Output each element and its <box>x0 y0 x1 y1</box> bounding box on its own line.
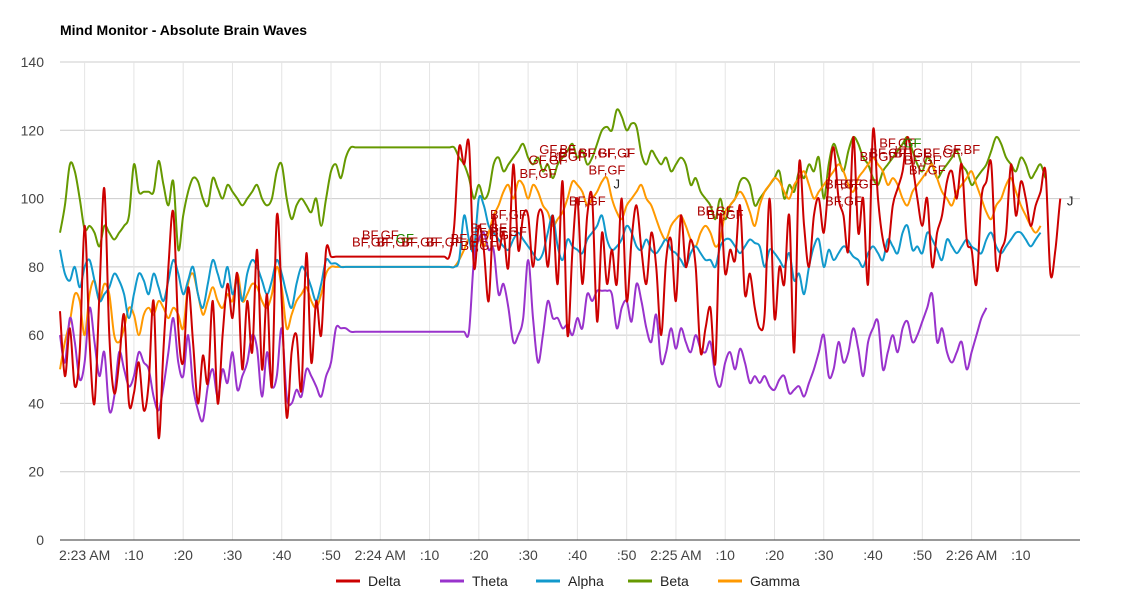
x-tick-label: :50 <box>321 547 341 563</box>
annotation-label: BF,GF <box>825 193 862 208</box>
legend-label-gamma: Gamma <box>750 573 800 589</box>
series-line-delta <box>59 127 1062 439</box>
annotation-label: GF,BF <box>943 142 980 157</box>
x-tick-label: :40 <box>568 547 588 563</box>
x-tick-label: :50 <box>913 547 933 563</box>
x-tick-label: 2:24 AM <box>355 547 406 563</box>
event-annotations: BF,GFBF,GFBF,GFGFBF,GFBF,GFBF,GFBF,GFBF,… <box>352 135 1073 252</box>
annotation-label: BF,GF <box>559 146 596 161</box>
y-tick-label: 60 <box>28 327 44 343</box>
legend: Delta Theta Alpha Beta Gamma <box>336 573 800 589</box>
annotation-label: BF,GF <box>490 207 527 222</box>
annotation-label: BF,GF <box>569 193 606 208</box>
y-tick-label: 100 <box>21 191 45 207</box>
x-tick-label: :10 <box>715 547 735 563</box>
x-tick-label: :50 <box>617 547 637 563</box>
annotation-label: J <box>614 176 621 191</box>
annotation-label: BF,GF <box>480 228 517 243</box>
x-tick-label: :20 <box>469 547 489 563</box>
annotation-label: BF,GF <box>909 163 946 178</box>
series-line-theta <box>59 231 988 423</box>
annotation-label: BF,GF <box>451 231 488 246</box>
annotation-label: GF,BF <box>539 142 576 157</box>
legend-label-delta: Delta <box>368 573 401 589</box>
legend-label-alpha: Alpha <box>568 573 604 589</box>
x-tick-label: :40 <box>863 547 883 563</box>
legend-label-beta: Beta <box>660 573 689 589</box>
annotation-label: J <box>623 146 630 161</box>
annotation-label: BF,GF <box>520 166 557 181</box>
annotation-label: BF,GF <box>598 146 635 161</box>
x-tick-label: :20 <box>173 547 193 563</box>
annotation-label: BF,GF <box>579 146 616 161</box>
annotation-label: GF <box>396 231 414 246</box>
y-tick-label: 20 <box>28 464 44 480</box>
annotation-label: GF,GF <box>529 152 567 167</box>
annotation-label: BF,GF <box>894 146 931 161</box>
x-tick-label: :10 <box>420 547 440 563</box>
x-tick-label: :20 <box>765 547 785 563</box>
x-tick-label: :30 <box>814 547 834 563</box>
y-tick-label: 40 <box>28 395 44 411</box>
annotation-label: BF,GF <box>377 234 414 249</box>
x-tick-label: :10 <box>124 547 144 563</box>
y-tick-label: 0 <box>36 532 44 548</box>
series-lines <box>59 108 1062 439</box>
annotation-label: BF,GF <box>589 163 626 178</box>
annotation-label: BF,GF <box>352 234 389 249</box>
annotation-label: BF,GF <box>460 238 497 253</box>
annotation-label: BF,GF <box>825 176 862 191</box>
annotation-label: BF,GF <box>362 228 399 243</box>
annotation-label: J <box>1067 193 1074 208</box>
annotation-label: BF,GF <box>470 221 507 236</box>
x-tick-label: 2:25 AM <box>650 547 701 563</box>
annotation-label: BF,GF <box>879 135 916 150</box>
annotation-label: BF,GF <box>707 207 744 222</box>
y-tick-label: 140 <box>21 54 45 70</box>
y-tick-label: 120 <box>21 122 45 138</box>
annotation-label: BF,GF <box>697 204 734 219</box>
legend-label-theta: Theta <box>472 573 508 589</box>
chart-title: Mind Monitor - Absolute Brain Waves <box>60 22 307 38</box>
x-axis-ticks: 2:23 AM :10 :20 :30 :40 :50 2:24 AM :10 :20 :30 :4… <box>59 547 1031 563</box>
x-tick-label: :40 <box>272 547 292 563</box>
annotation-label: BF,GF <box>924 146 961 161</box>
annotation-label: BF,GF <box>549 149 586 164</box>
annotation-label: BF,GF <box>426 234 463 249</box>
annotation-label: GF <box>903 135 921 150</box>
x-tick-label: :30 <box>518 547 538 563</box>
x-tick-label: 2:26 AM <box>946 547 997 563</box>
series-line-beta <box>59 108 1047 252</box>
series-line-alpha <box>59 194 1042 320</box>
annotation-label: BF,GF <box>904 152 941 167</box>
x-tick-label: 2:23 AM <box>59 547 110 563</box>
grid-lines <box>60 61 1080 541</box>
y-axis-ticks: 0 20 40 60 80 100 120 140 <box>21 54 45 548</box>
annotation-label: BF,GF <box>840 176 877 191</box>
y-tick-label: 80 <box>28 259 44 275</box>
annotation-label: BF,GF <box>401 234 438 249</box>
annotation-label: BF,GF <box>869 146 906 161</box>
annotation-label: BF,GF <box>490 224 527 239</box>
annotation-label: BF,GF <box>860 149 897 164</box>
x-tick-label: :30 <box>223 547 243 563</box>
x-tick-label: :10 <box>1011 547 1031 563</box>
